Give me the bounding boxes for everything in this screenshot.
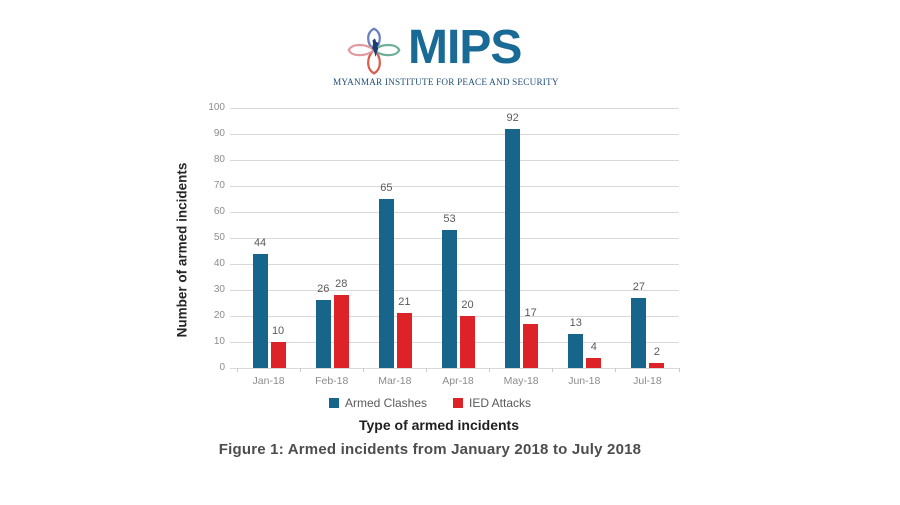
bar-value-label: 26 xyxy=(317,283,330,296)
y-axis-tick-label: 90 xyxy=(213,128,225,139)
bar-ied-attacks xyxy=(396,313,412,368)
y-axis-tick-label: 0 xyxy=(219,362,225,373)
y-axis-tick-label: 10 xyxy=(213,336,225,347)
gridline xyxy=(230,367,679,369)
bar-ied-attacks xyxy=(523,323,539,368)
x-axis-tick xyxy=(552,368,554,372)
bar-value-label: 28 xyxy=(335,278,348,291)
x-axis-tick-label: May-18 xyxy=(503,375,539,387)
brand-name: MIPS xyxy=(408,21,522,74)
bar-ied-attacks xyxy=(649,362,665,368)
bar-value-label: 20 xyxy=(461,299,474,311)
x-axis-tick xyxy=(615,368,617,372)
bar-armed-clashes xyxy=(378,199,394,368)
bar-value-label: 44 xyxy=(253,236,267,249)
y-axis-tick-label: 80 xyxy=(213,154,225,165)
x-axis-tick xyxy=(299,368,301,372)
x-axis-tick-label: Apr-18 xyxy=(442,375,474,387)
bar-ied-attacks xyxy=(270,342,286,368)
legend-label: IED Attacks xyxy=(469,396,532,410)
bar-ied-attacks xyxy=(586,357,602,368)
chart-legend: Armed Clashes IED Attacks xyxy=(0,396,860,410)
bar-value-label: 21 xyxy=(398,296,411,309)
y-axis-tick-label: 20 xyxy=(213,310,225,321)
myanmar-map-icon xyxy=(372,38,379,57)
gridline xyxy=(230,211,679,213)
y-axis-title: Number of armed incidents xyxy=(174,162,190,338)
x-axis-tick-label: Jun-18 xyxy=(568,375,601,387)
x-axis-tick xyxy=(425,368,427,372)
gridline xyxy=(230,107,679,109)
bar-armed-clashes xyxy=(315,300,331,368)
bar-armed-clashes xyxy=(631,297,647,368)
bar-armed-clashes xyxy=(442,230,457,368)
bar-value-label: 2 xyxy=(653,345,660,358)
x-axis-tick xyxy=(236,368,238,372)
legend-item: IED Attacks xyxy=(453,396,531,410)
bar-armed-clashes xyxy=(568,334,584,368)
bar-value-label: 17 xyxy=(524,306,537,319)
x-axis-tick-label: Mar-18 xyxy=(378,375,412,387)
legend-label: Armed Clashes xyxy=(344,396,427,410)
x-axis-tick xyxy=(362,368,364,372)
bar-value-label: 10 xyxy=(271,325,285,337)
gridline xyxy=(230,185,679,187)
bar-ied-attacks xyxy=(333,295,349,368)
bar-value-label: 27 xyxy=(632,280,646,293)
x-axis-tick-label: Feb-18 xyxy=(315,375,349,387)
bar-ied-attacks xyxy=(460,316,475,368)
y-axis-tick-label: 40 xyxy=(213,258,225,269)
x-axis-tick-label: Jul-18 xyxy=(633,375,662,387)
x-axis-tick xyxy=(489,368,491,372)
y-axis-tick-label: 70 xyxy=(213,180,225,191)
bar-value-label: 92 xyxy=(506,111,519,124)
legend-item: Armed Clashes xyxy=(328,396,427,410)
chart-plot-area: 0 10 20 30 40 50 60 70 80 90 100 Jan-18 44 10 Feb-18 26… xyxy=(208,102,680,387)
y-axis-tick-label: 50 xyxy=(213,232,225,243)
gridline xyxy=(230,133,679,135)
y-axis-tick-label: 60 xyxy=(213,206,225,217)
bar-value-label: 13 xyxy=(569,317,582,330)
bar-armed-clashes xyxy=(252,253,268,368)
figure-caption: Figure 1: Armed incidents from January 2… xyxy=(218,441,642,458)
bar-value-label: 4 xyxy=(590,340,597,353)
x-axis-title: Type of armed incidents xyxy=(359,417,519,433)
legend-swatch-icon xyxy=(453,398,463,408)
bar-value-label: 65 xyxy=(380,182,393,194)
y-axis-tick-label: 30 xyxy=(213,284,225,295)
x-axis-tick xyxy=(678,368,680,372)
bar-value-label: 53 xyxy=(443,213,456,226)
x-axis-tick-label: Jan-18 xyxy=(252,375,285,387)
bar-armed-clashes xyxy=(505,128,521,368)
brand-subtitle: MYANMAR INSTITUTE FOR PEACE AND SECURITY xyxy=(333,77,559,87)
gridline xyxy=(230,159,679,161)
legend-swatch-icon xyxy=(328,398,339,408)
y-axis-tick-label: 100 xyxy=(208,102,225,113)
mips-knot-logo-icon xyxy=(347,27,401,75)
